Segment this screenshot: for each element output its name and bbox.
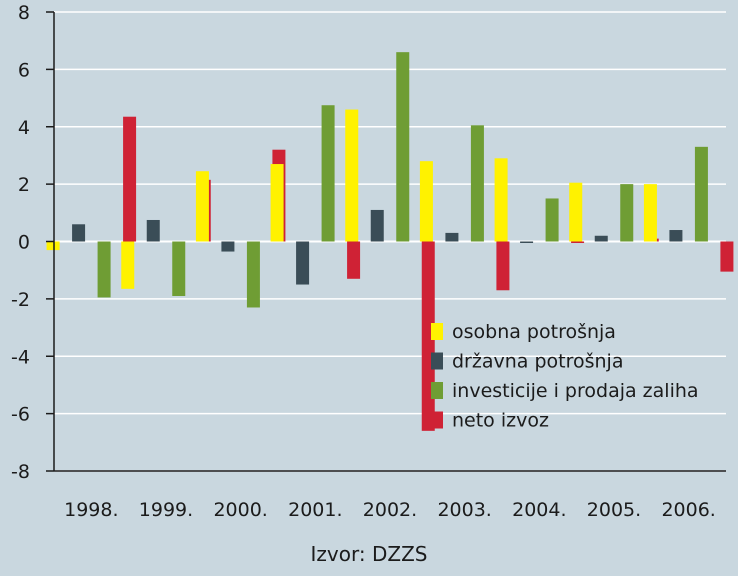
bar (419, 161, 433, 242)
y-tick-label: -6 (11, 404, 30, 426)
grid-lines (54, 11, 726, 472)
legend-label: investicije i prodaja zaliha (452, 380, 699, 402)
bar (694, 146, 708, 242)
legend-label: državna potrošnja (452, 351, 623, 373)
bar (545, 198, 559, 242)
bar (520, 241, 534, 243)
y-tick-label: -8 (11, 461, 30, 483)
bar (370, 209, 384, 242)
axes: -8 -6 -4 -2 0 2 4 6 8 1998. 1999. 2000. 2001. 2002. 20… (11, 2, 726, 521)
bar (445, 232, 459, 242)
y-tick-label: 0 (18, 232, 30, 254)
bar (345, 109, 359, 242)
bar (72, 224, 86, 242)
bar (46, 241, 60, 251)
x-tick-label: 2000. (213, 499, 267, 521)
legend-label: neto izvoz (452, 410, 549, 432)
y-tick-label: 6 (18, 59, 30, 81)
x-tick-label: 2005. (587, 499, 641, 521)
x-tick-label: 2001. (288, 499, 342, 521)
bar (296, 241, 310, 285)
bar (494, 158, 508, 242)
bar (270, 164, 284, 242)
bar (221, 241, 235, 252)
bar (246, 241, 260, 308)
legend-swatch (431, 411, 443, 429)
bar (669, 230, 683, 242)
y-tick-label: 8 (18, 2, 30, 24)
x-tick-label: 1998. (64, 499, 118, 521)
x-tick-label: 1999. (139, 499, 193, 521)
legend-label: osobna potrošnja (452, 321, 616, 343)
bar (720, 241, 734, 272)
legend-swatch (431, 352, 443, 370)
legend-swatch (431, 382, 443, 399)
x-tick-label: 2002. (363, 499, 417, 521)
bar (496, 241, 510, 291)
source-note: Izvor: DZZS (310, 542, 428, 566)
bar (347, 241, 361, 279)
bar (123, 116, 137, 242)
y-tick-label: 4 (18, 117, 30, 139)
bar (643, 184, 657, 242)
bar (195, 171, 209, 242)
bar (569, 182, 583, 242)
bar (470, 125, 484, 242)
bar (146, 219, 160, 242)
x-tick-label: 2004. (512, 499, 566, 521)
x-tick-label: 2003. (437, 499, 491, 521)
y-tick-label: -4 (11, 346, 30, 368)
x-tick-label: 2006. (661, 499, 715, 521)
bar (594, 235, 608, 242)
bar (571, 241, 585, 243)
bar (121, 241, 135, 289)
bars (46, 52, 734, 431)
y-tick-label: -2 (11, 289, 30, 311)
bar (97, 241, 111, 298)
bar (620, 184, 634, 242)
legend: osobna potrošnja državna potrošnja investi… (431, 321, 699, 432)
bar (321, 105, 335, 242)
bar (396, 52, 410, 242)
bar (172, 241, 186, 297)
legend-swatch (431, 323, 443, 340)
y-tick-label: 2 (18, 174, 30, 196)
